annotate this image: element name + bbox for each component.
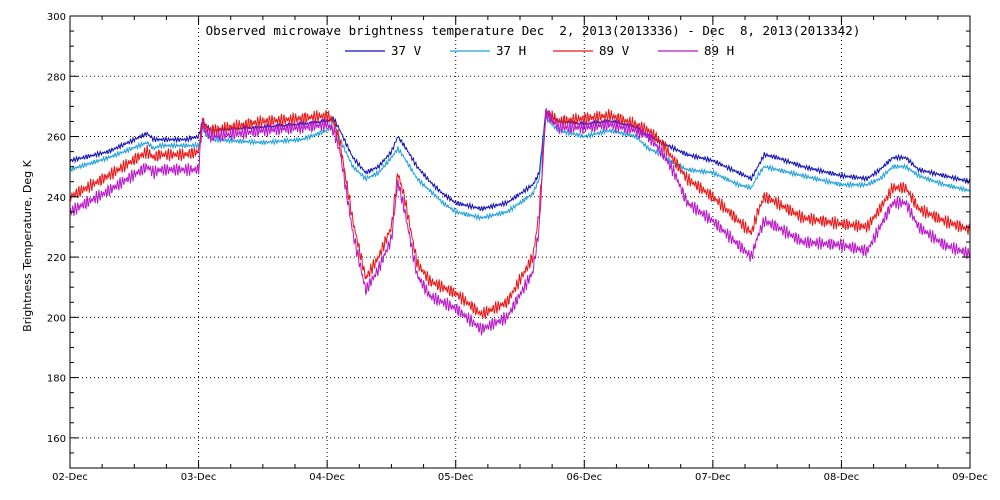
y-tick-labels: 160 180 200 220 240 260 280 300	[47, 12, 66, 445]
series-line-89-h	[69, 108, 971, 336]
x-tick-labels: 02-Dec 03-Dec 04-Dec 05-Dec 06-Dec 07-Dec 08-D…	[52, 472, 988, 483]
legend: 37 V 37 H 89 V 89 H	[345, 43, 734, 58]
y-tick-label: 160	[47, 434, 66, 445]
x-tick-label: 05-Dec	[438, 472, 474, 483]
legend-label: 89 H	[704, 43, 734, 58]
x-tick-label: 08-Dec	[824, 472, 860, 483]
y-tick-label: 300	[47, 12, 66, 23]
x-tick-label: 07-Dec	[695, 472, 731, 483]
x-tick-label: 04-Dec	[309, 472, 345, 483]
y-tick-label: 200	[47, 313, 66, 324]
series-line-89-v	[69, 108, 971, 320]
grid-lines	[70, 16, 970, 468]
x-tick-label: 09-Dec	[952, 472, 988, 483]
x-tick-label: 06-Dec	[566, 472, 602, 483]
x-tick-label: 03-Dec	[181, 472, 217, 483]
y-tick-label: 180	[47, 374, 66, 385]
chart-title: Observed microwave brightness temperatur…	[206, 23, 861, 38]
legend-label: 89 V	[599, 43, 630, 58]
y-tick-label: 220	[47, 253, 66, 264]
y-tick-label: 280	[47, 72, 66, 83]
series-line-37-h	[69, 115, 971, 222]
legend-label: 37 V	[391, 43, 422, 58]
x-tick-label: 02-Dec	[52, 472, 88, 483]
series-lines	[69, 108, 971, 336]
axis-ticks	[69, 15, 971, 468]
y-tick-label: 240	[47, 193, 66, 204]
y-axis-label: Brightness Temperature, Deg K	[21, 159, 34, 331]
y-tick-label: 260	[47, 133, 66, 144]
legend-label: 37 H	[496, 43, 526, 58]
